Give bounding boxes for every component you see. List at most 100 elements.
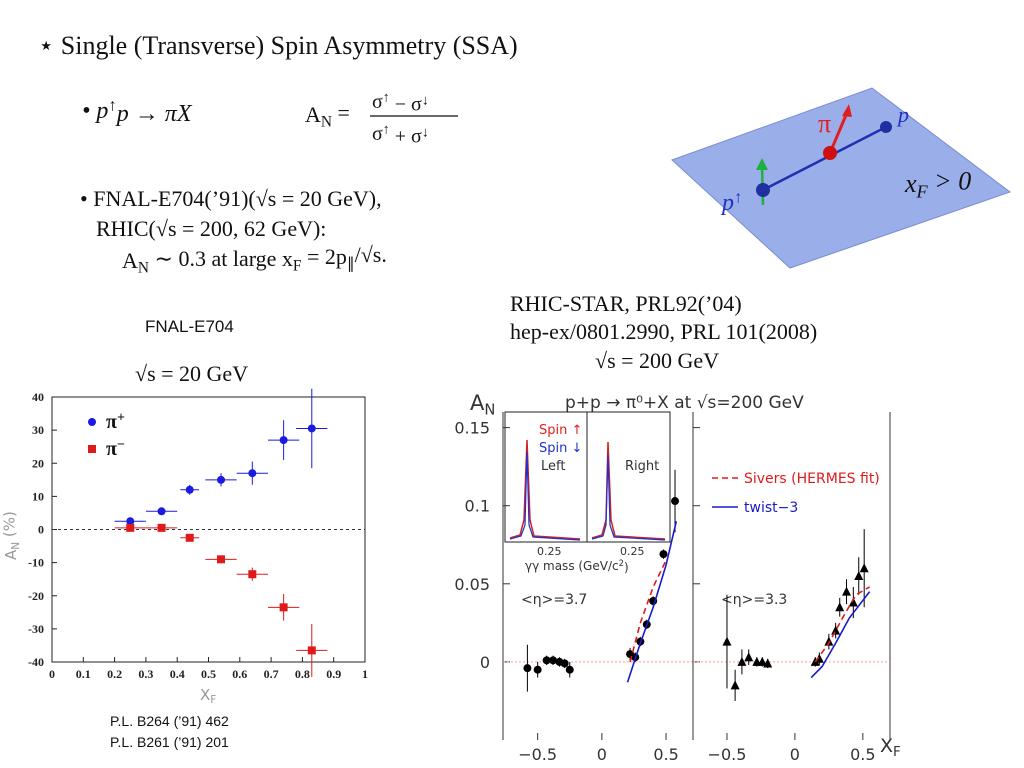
polarized-proton-label: p↑ [720,187,742,216]
text-run: x [904,169,917,198]
text-run: = 2p [301,244,346,269]
point [854,571,864,580]
point [279,603,288,612]
script: N [321,114,332,131]
proton [880,121,892,133]
text-run: > 0 [928,167,972,196]
x-tick-label: 0.4 [170,667,185,681]
x-tick-label: 0.3 [138,667,153,681]
point [722,636,732,646]
script: F [893,745,901,760]
text-run: X [880,735,893,757]
script: N [138,260,149,277]
x-axis-label: XF [880,735,901,760]
script: ↓ [422,125,429,140]
text-run: ) [624,561,629,575]
point [737,656,747,666]
point [824,636,834,646]
formula-lhs: AN = [305,100,350,131]
pion-label: π [818,109,831,138]
inset-peak [509,451,581,541]
inset-label: Right [625,459,659,474]
point [730,680,740,690]
script: ↑ [108,95,116,114]
point [533,665,542,674]
curve [814,586,871,663]
text-run: + σ [390,126,422,148]
inset: Spin ↑ Spin ↓ Left Right 0.25 0.25 γγ ma… [504,411,671,575]
x-tick-label: −0.5 [518,745,557,764]
text-run: = [332,100,350,125]
reaction: • p↑p → πX [82,95,193,127]
script: 2 [619,558,624,568]
y-axis-label: AN (%) [1,511,23,560]
y-tick-label: 0 [480,653,490,672]
x-axis-label: XF [200,686,216,706]
y-tick-label: 0 [38,523,44,537]
y-axis-label: AN [470,391,495,418]
inset-peak [591,441,666,540]
x-tick-label: 0 [790,745,800,764]
point [560,659,569,668]
script: − [117,438,125,453]
point [549,656,558,665]
x-tick-label: 0 [49,667,55,681]
inset-legend: Spin ↓ [539,441,582,456]
point [744,652,754,662]
point [831,625,841,635]
inset-peak [591,454,666,541]
diagram: π p p↑ xF > 0 [671,87,1012,269]
text-run: π [106,411,117,433]
energy-label: √s = 20 GeV [135,361,248,386]
point [248,469,257,478]
point [659,550,668,559]
inset-tick: 0.25 [537,545,562,558]
inset-xlabel: γγ mass (GeV/c2) [525,558,629,574]
text-run: (%) [1,511,19,542]
formula-denominator: σ↑ + σ↓ [372,123,429,148]
text-run: A [122,248,138,273]
point [307,424,316,433]
curve [626,521,678,683]
y-tick-label: 20 [32,456,44,470]
script: N [10,542,22,550]
text-run: A [305,102,321,127]
point [217,555,226,564]
x-tick-label: 0.5 [653,745,678,764]
beam [762,125,887,192]
x-tick-label: 0.2 [107,667,122,681]
condition: xF > 0 [904,167,971,202]
point [523,664,532,673]
text-run: − σ [390,94,422,116]
arrowhead [842,104,852,117]
star-line: hep-ex/0801.2990, PRL 101(2008) [510,319,817,344]
annotation: <η>=3.7 [521,592,587,608]
bullet: AN ∼ 0.3 at large xF = 2p∥/√s. [122,242,387,277]
script: ∥ [347,256,355,273]
bullet: • FNAL-E704(’91)(√s = 20 GeV), [80,186,382,211]
y-tick-label: 30 [32,423,44,437]
proton-label: p [896,102,909,127]
point [859,563,869,573]
x-tick-label: 0.7 [264,667,279,681]
star-line: RHIC-STAR, PRL92(’04) [510,291,742,316]
text-run: RHIC(√s = 200, 62 GeV): [96,216,326,241]
point [157,523,166,532]
point [848,597,858,607]
text-run: σ [372,91,383,113]
text-run: X [200,686,210,704]
text-run: p → πX [115,101,193,127]
y-tick-label: -30 [28,622,44,636]
text-run: σ [372,123,383,145]
script: ↑ [734,187,742,206]
y-tick-label: -40 [28,655,44,669]
legend-marker [88,445,96,453]
curve [810,591,871,679]
curve [629,560,667,663]
y-tick-label: 10 [32,489,44,503]
x-tick-label: 0 [597,745,607,764]
text-run: A [2,549,20,560]
y-tick-label: 0.05 [454,575,490,594]
reference: P.L. B261 (’91) 201 [110,734,229,750]
text-run: ∼ 0.3 at large x [149,246,293,271]
